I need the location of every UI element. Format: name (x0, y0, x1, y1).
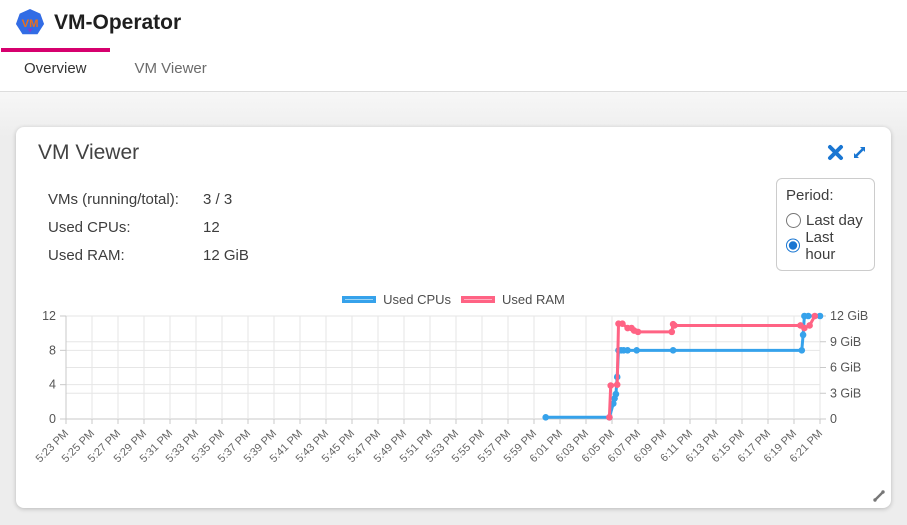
period-option-last-hour[interactable]: Last hour (786, 229, 865, 263)
svg-text:9 GiB: 9 GiB (830, 335, 861, 349)
period-option-last-day[interactable]: Last day (786, 208, 865, 233)
tab-overview[interactable]: Overview (0, 46, 111, 91)
svg-text:VM: VM (22, 18, 39, 30)
stat-value: 12 (203, 218, 220, 236)
stat-label: VMs (running/total): (48, 190, 179, 208)
ram-legend-swatch (461, 295, 496, 303)
legend-item-used-ram[interactable]: Used RAM (461, 292, 565, 307)
card-resize-handle-icon[interactable] (872, 489, 886, 503)
stat-value: 3 / 3 (203, 190, 233, 208)
cpu-legend-label: Used CPUs (383, 291, 452, 307)
ram-legend-label: Used RAM (502, 291, 565, 307)
stats-list: VMs (running/total): 3 / 3 Used CPUs: 12… (48, 185, 249, 269)
usage-line-chart[interactable]: 5:23 PM5:25 PM5:27 PM5:29 PM5:31 PM5:33 … (16, 305, 891, 505)
close-icon[interactable] (827, 144, 844, 161)
tab-vm-viewer[interactable]: VM Viewer (111, 46, 231, 91)
page-content: VM Viewer VMs (running/total): 3 / 3 (0, 92, 907, 525)
stat-value: 12 GiB (203, 246, 249, 264)
svg-text:8: 8 (49, 343, 56, 357)
svg-text:6 GiB: 6 GiB (830, 361, 861, 375)
expand-icon[interactable] (851, 144, 868, 161)
chart-canvas[interactable]: 5:23 PM 5:25 PM 5:27 PM 5:29 PM 5:31 PM 5:33 … (16, 305, 891, 505)
app-title: VM-Operator (54, 11, 182, 34)
svg-text:4: 4 (49, 378, 56, 392)
last-hour-radio[interactable] (786, 238, 801, 253)
app-header: VM VM-Operator (0, 0, 907, 46)
vm-viewer-card: VM Viewer VMs (running/total): 3 / 3 (16, 127, 891, 508)
active-tab-indicator (1, 48, 110, 52)
svg-text:0: 0 (830, 412, 837, 426)
svg-text:3 GiB: 3 GiB (830, 386, 861, 400)
stat-row-used-cpus: Used CPUs: 12 (48, 213, 249, 241)
legend-item-used-cpus[interactable]: Used CPUs (342, 292, 451, 307)
svg-text:12 GiB: 12 GiB (830, 309, 868, 323)
stat-row-vms: VMs (running/total): 3 / 3 (48, 185, 249, 213)
chart-legend: Used CPUs Used RAM (16, 291, 891, 307)
period-selector: Period: Last day Last hour (776, 178, 875, 271)
tab-overview-label: Overview (24, 60, 87, 77)
vm-operator-logo-icon: VM (15, 8, 45, 35)
card-title: VM Viewer (38, 141, 140, 164)
last-hour-label: Last hour (805, 228, 836, 263)
period-label: Period: (786, 187, 834, 204)
svg-text:12: 12 (42, 309, 56, 323)
tab-vm-viewer-label: VM Viewer (134, 60, 207, 77)
card-actions (827, 144, 868, 161)
stat-row-used-ram: Used RAM: 12 GiB (48, 241, 249, 269)
tab-bar: Overview VM Viewer (0, 46, 907, 92)
cpu-legend-swatch (342, 295, 377, 303)
last-day-radio[interactable] (786, 213, 801, 228)
last-day-label: Last day (806, 212, 863, 229)
stat-label: Used CPUs: (48, 218, 131, 236)
svg-text:0: 0 (49, 412, 56, 426)
stat-label: Used RAM: (48, 246, 125, 264)
